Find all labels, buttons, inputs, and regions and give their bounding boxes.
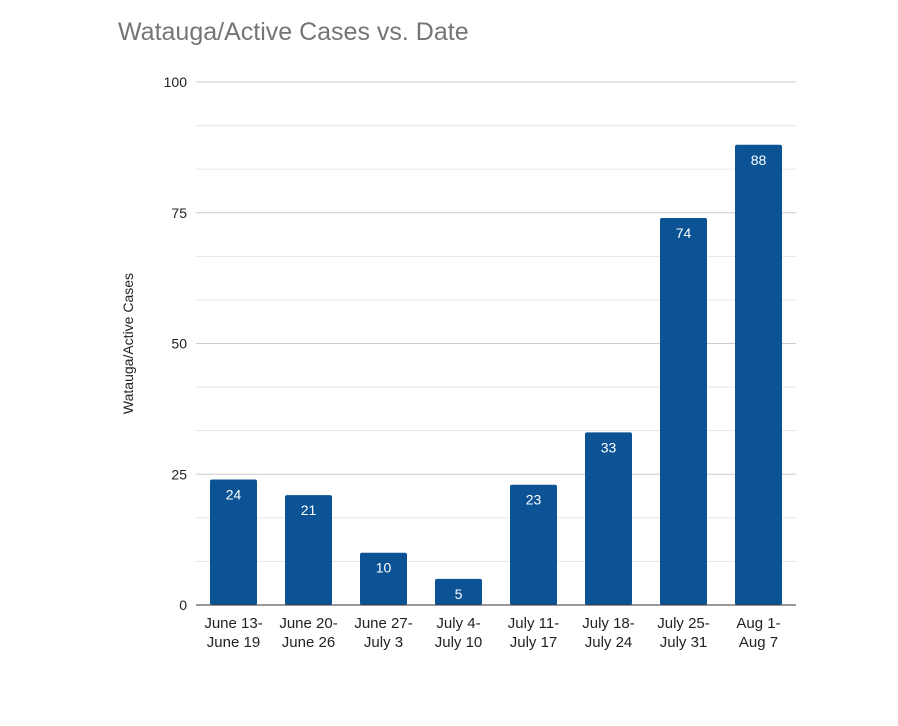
y-axis-ticks: 0 25 50 75 100 bbox=[164, 74, 188, 613]
gridlines bbox=[196, 81, 796, 562]
x-category-label: June 20- bbox=[279, 615, 337, 632]
y-tick-label: 50 bbox=[171, 336, 187, 352]
x-category-label: July 25- bbox=[657, 615, 710, 632]
x-category-label: June 19 bbox=[207, 634, 260, 651]
x-category-label: June 13- bbox=[204, 615, 262, 632]
x-category-label: July 31 bbox=[660, 634, 708, 651]
y-tick-label: 75 bbox=[171, 205, 187, 221]
x-category-label: July 4- bbox=[436, 615, 480, 632]
bar bbox=[360, 552, 407, 605]
x-category-label: Aug 7 bbox=[739, 634, 778, 651]
x-category-label: June 27- bbox=[354, 615, 412, 632]
bar-data-label: 74 bbox=[676, 225, 692, 241]
x-category-label: July 18- bbox=[582, 615, 635, 632]
x-category-label: Aug 1- bbox=[736, 615, 780, 632]
x-category-label: July 11- bbox=[508, 615, 559, 632]
x-axis-labels: June 13- June 19 June 20- June 26 June 27- Ju… bbox=[204, 615, 780, 651]
bar bbox=[660, 217, 707, 606]
bar-data-label: 21 bbox=[301, 502, 317, 518]
bars bbox=[210, 144, 782, 606]
bar-data-label: 33 bbox=[601, 439, 617, 455]
y-tick-label: 0 bbox=[179, 597, 187, 613]
x-category-label: July 17 bbox=[510, 634, 558, 651]
x-category-label: July 3 bbox=[364, 634, 403, 651]
x-category-label: July 10 bbox=[435, 634, 483, 651]
bar bbox=[285, 495, 332, 605]
chart-title: Watauga/Active Cases vs. Date bbox=[118, 18, 469, 46]
x-category-label: June 26 bbox=[282, 634, 335, 651]
bar-data-label: 23 bbox=[526, 492, 542, 508]
data-labels: 24 21 10 5 23 33 74 88 bbox=[226, 152, 767, 602]
bar-data-label: 88 bbox=[751, 152, 767, 168]
bar bbox=[435, 578, 482, 605]
y-axis-title: Watauga/Active Cases bbox=[120, 273, 136, 414]
y-tick-label: 25 bbox=[171, 466, 187, 482]
bar-data-label: 10 bbox=[376, 560, 392, 576]
x-category-label: July 24 bbox=[585, 634, 633, 651]
bar-data-label: 24 bbox=[226, 486, 242, 502]
y-tick-label: 100 bbox=[164, 74, 188, 90]
bar bbox=[735, 144, 782, 605]
bar bbox=[585, 432, 632, 605]
bar-data-label: 5 bbox=[455, 586, 463, 602]
bar bbox=[510, 484, 557, 605]
bar bbox=[210, 479, 257, 605]
